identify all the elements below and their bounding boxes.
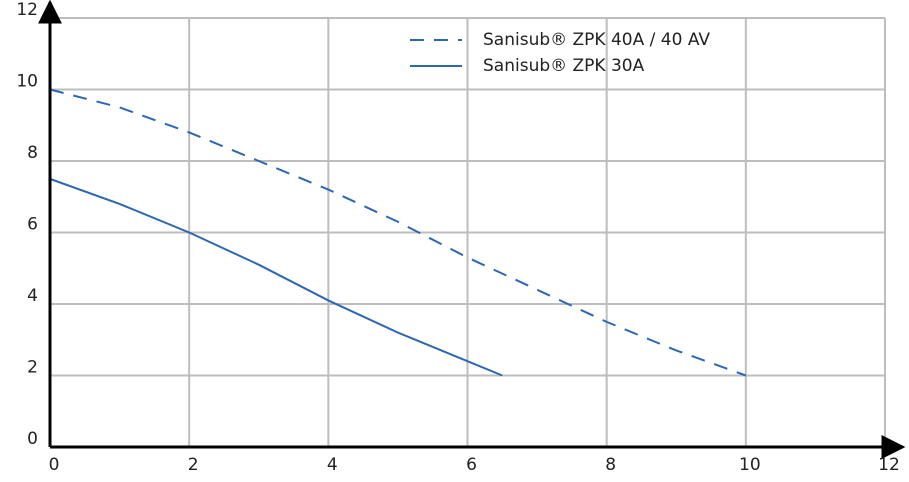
series-line xyxy=(49,88,747,377)
legend-label: Sanisub® ZPK 40A / 40 AV xyxy=(483,30,710,50)
legend-label: Sanisub® ZPK 30A xyxy=(483,56,645,76)
y-tick-label: 12 xyxy=(16,0,38,20)
x-tick-label: 12 xyxy=(878,455,900,475)
y-tick-label: 2 xyxy=(27,358,38,378)
x-tick-label: 8 xyxy=(605,455,616,475)
grid xyxy=(50,17,886,447)
plot-area xyxy=(49,88,747,377)
y-tick-label: 4 xyxy=(27,286,38,306)
series-line xyxy=(49,177,503,377)
y-tick-label: 6 xyxy=(27,215,38,235)
x-tick-label: 2 xyxy=(188,455,199,475)
y-tick-label: 10 xyxy=(16,72,38,92)
x-tick-label: 0 xyxy=(49,455,60,475)
x-tick-label: 6 xyxy=(466,455,477,475)
y-tick-label: 0 xyxy=(27,429,38,449)
x-tick-label: 4 xyxy=(327,455,338,475)
legend: Sanisub® ZPK 40A / 40 AV Sanisub® ZPK 30A xyxy=(410,30,710,76)
x-tick-label: 10 xyxy=(739,455,761,475)
y-tick-label: 8 xyxy=(27,143,38,163)
